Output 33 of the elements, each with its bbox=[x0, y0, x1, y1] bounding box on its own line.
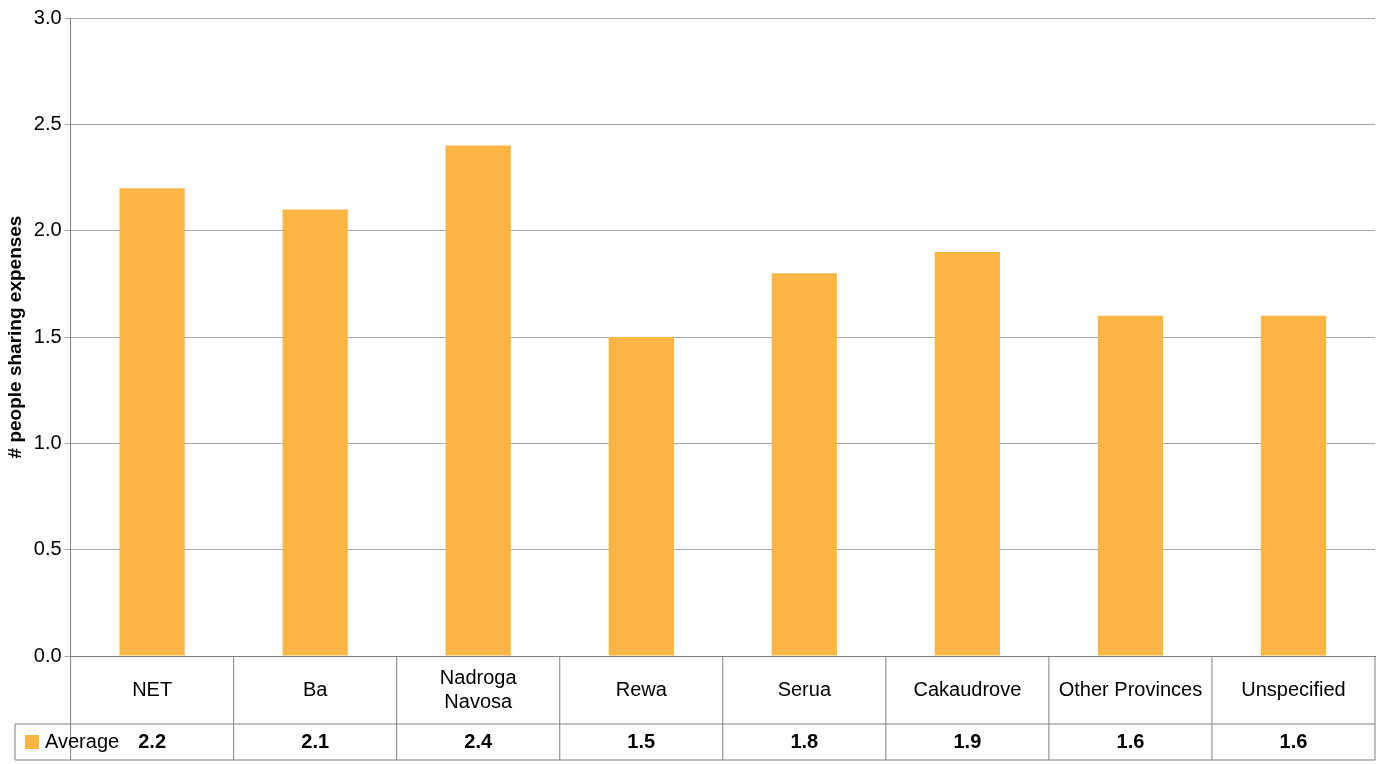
y-axis-title: # people sharing expenses bbox=[3, 215, 25, 459]
x-tick-label: Cakaudrove bbox=[913, 677, 1022, 700]
y-tick-label: 2.0 bbox=[33, 218, 62, 241]
x-tick-label: Nadroga Navosa bbox=[439, 665, 518, 712]
y-tick-label: 0.5 bbox=[33, 537, 62, 560]
x-tick-label: Other Provinces bbox=[1058, 677, 1203, 700]
x-tick-label: Ba bbox=[302, 677, 329, 700]
bar bbox=[608, 337, 674, 656]
bar bbox=[934, 251, 1000, 656]
x-tick-label: NET bbox=[132, 677, 173, 700]
data-label: 1.9 bbox=[953, 729, 982, 752]
bar bbox=[1097, 315, 1164, 656]
x-tick-label: Unspecified bbox=[1241, 677, 1346, 700]
data-label: 2.2 bbox=[138, 729, 167, 752]
data-label: 2.1 bbox=[301, 729, 330, 752]
data-label: 1.5 bbox=[627, 729, 656, 752]
y-tick-label: 3.0 bbox=[33, 5, 62, 28]
bar bbox=[771, 273, 837, 656]
bar bbox=[282, 209, 348, 656]
legend-label: Average bbox=[45, 729, 120, 752]
y-tick-label: 0.0 bbox=[33, 643, 62, 666]
y-tick-label: 1.0 bbox=[33, 430, 62, 453]
x-tick-label: Serua bbox=[777, 677, 832, 700]
data-label: 1.8 bbox=[790, 729, 819, 752]
data-label: 1.6 bbox=[1279, 729, 1308, 752]
bar bbox=[1260, 315, 1327, 656]
bar bbox=[119, 188, 185, 656]
x-tick-label: Rewa bbox=[615, 677, 668, 700]
y-tick-label: 2.5 bbox=[33, 111, 62, 134]
data-label: 1.6 bbox=[1116, 729, 1145, 752]
data-label: 2.4 bbox=[464, 729, 493, 752]
y-tick-label: 1.5 bbox=[33, 324, 62, 347]
bar bbox=[445, 145, 511, 656]
